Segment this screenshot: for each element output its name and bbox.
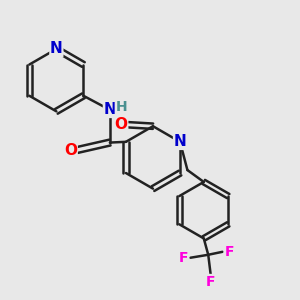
Text: H: H — [116, 100, 127, 114]
Text: F: F — [206, 274, 215, 289]
Text: O: O — [64, 142, 77, 158]
Text: F: F — [179, 251, 189, 265]
Text: N: N — [103, 102, 116, 117]
Text: N: N — [50, 41, 63, 56]
Text: N: N — [174, 134, 186, 149]
Text: F: F — [224, 245, 234, 259]
Text: O: O — [115, 117, 128, 132]
